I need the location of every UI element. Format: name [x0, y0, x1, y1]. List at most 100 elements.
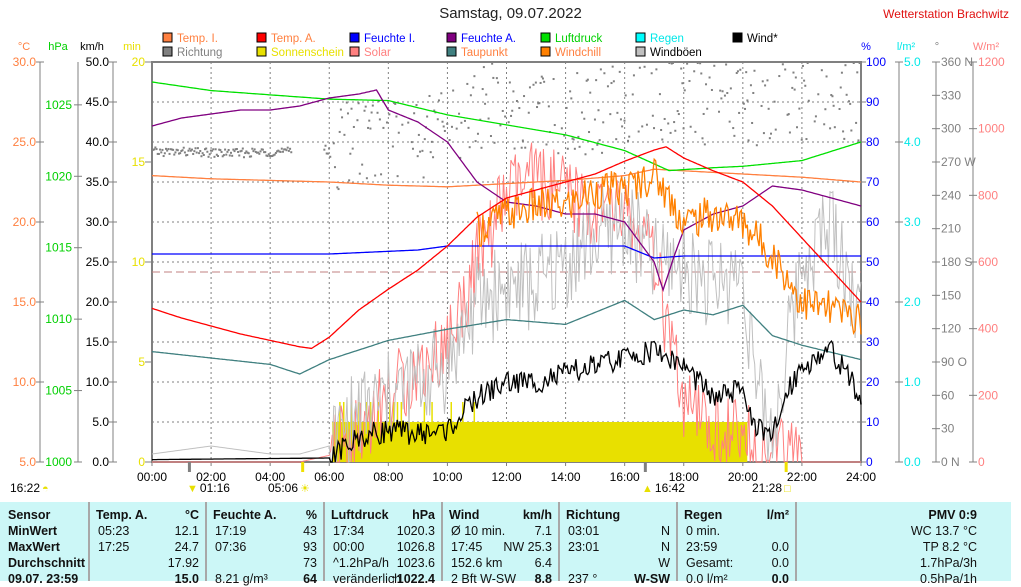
richtung-point	[739, 68, 742, 71]
rain-tick-label: 2.0	[904, 295, 921, 309]
richtung-point	[720, 97, 723, 100]
richtung-point	[585, 79, 588, 82]
richtung-point	[232, 148, 235, 151]
richtung-point	[807, 99, 810, 102]
richtung-point	[729, 87, 732, 90]
column-unit: %	[305, 508, 317, 522]
windchill-line	[476, 157, 862, 335]
x-tick-label: 12:00	[491, 470, 521, 484]
richtung-point	[172, 148, 175, 151]
legend-label: Temp. A.	[271, 33, 316, 45]
dir-tick-label: 240	[941, 188, 961, 202]
richtung-point	[832, 104, 835, 107]
richtung-point	[849, 102, 852, 105]
richtung-point	[213, 155, 216, 158]
richtung-point	[193, 150, 196, 153]
richtung-point	[844, 64, 847, 67]
windböen-line	[151, 185, 862, 463]
cell-label: 237 °	[568, 572, 598, 586]
richtung-point	[676, 110, 679, 113]
richtung-point	[283, 148, 286, 151]
richtung-point	[855, 121, 858, 124]
hum-tick-label: 80	[866, 135, 880, 149]
richtung-point	[615, 138, 618, 141]
richtung-point	[252, 150, 255, 153]
richtung-point	[268, 154, 271, 157]
cell-value: 43	[303, 524, 317, 538]
richtung-point	[441, 120, 444, 123]
legend-swatch	[446, 32, 457, 43]
richtung-point	[641, 125, 644, 128]
hum-tick-label: 100	[866, 55, 886, 69]
richtung-point	[245, 150, 248, 153]
richtung-point	[667, 122, 670, 125]
richtung-point	[190, 148, 193, 151]
richtung-point	[566, 147, 569, 150]
richtung-point	[660, 128, 663, 131]
richtung-point	[512, 90, 515, 93]
richtung-point	[603, 72, 606, 75]
x-tick-label: 04:00	[255, 470, 285, 484]
richtung-point	[474, 140, 477, 143]
x-tick-label: 08:00	[373, 470, 403, 484]
legend-label: Feuchte I.	[364, 33, 415, 45]
richtung-point	[244, 152, 247, 155]
richtung-point	[247, 152, 250, 155]
richtung-point	[468, 146, 471, 149]
richtung-point	[187, 149, 190, 152]
sun-tick-label: 20	[132, 55, 146, 69]
richtung-point	[751, 121, 754, 124]
legend-label: Temp. I.	[177, 33, 218, 45]
richtung-point	[215, 153, 218, 156]
x-tick-label: 24:00	[846, 470, 876, 484]
richtung-point	[595, 79, 598, 82]
richtung-point	[534, 81, 537, 84]
richtung-point	[527, 111, 530, 114]
richtung-point	[768, 137, 771, 140]
richtung-point	[706, 107, 709, 110]
richtung-point	[609, 113, 612, 116]
dir-tick-label: 270 W	[941, 155, 976, 169]
richtung-point	[169, 148, 172, 151]
station-name: Wetterstation Brachwitz	[883, 7, 1009, 21]
astro-time-label: 16:42	[654, 481, 685, 495]
richtung-point	[226, 150, 229, 153]
richtung-point	[160, 151, 163, 154]
x-tick-label: 00:00	[137, 470, 167, 484]
x-tick-label: 22:00	[787, 470, 817, 484]
richtung-point	[744, 107, 747, 110]
richtung-point	[682, 127, 685, 130]
richtung-point	[241, 147, 244, 150]
richtung-point	[541, 77, 544, 80]
richtung-point	[332, 142, 335, 145]
richtung-point	[264, 151, 267, 154]
wind-tick-label: 5.0	[92, 415, 109, 429]
richtung-point	[407, 121, 410, 124]
richtung-point	[472, 86, 475, 89]
sun-icon: □	[784, 483, 791, 495]
richtung-point	[238, 154, 241, 157]
richtung-point	[257, 151, 260, 154]
richtung-point	[207, 155, 210, 158]
legend-label: Solar	[364, 47, 391, 59]
hum-tick-label: 50	[866, 255, 880, 269]
legend-label: Wind*	[747, 33, 778, 45]
rain-tick-label: 4.0	[904, 135, 921, 149]
richtung-point	[271, 154, 274, 157]
richtung-point	[242, 156, 245, 159]
richtung-point	[760, 104, 763, 107]
wind-tick-label: 25.0	[86, 255, 110, 269]
cell-value: 0.0	[771, 540, 789, 554]
richtung-point	[545, 143, 548, 146]
richtung-point	[426, 115, 429, 118]
richtung-point	[265, 154, 268, 157]
richtung-point	[254, 150, 257, 153]
column-title: Regen	[684, 508, 723, 522]
richtung-point	[838, 108, 841, 111]
richtung-point	[231, 154, 234, 157]
richtung-point	[417, 133, 420, 136]
richtung-point	[240, 149, 243, 152]
pmv-header: PMV 0:9	[928, 508, 977, 522]
richtung-point	[578, 145, 581, 148]
wind-tick-label: 35.0	[86, 175, 110, 189]
